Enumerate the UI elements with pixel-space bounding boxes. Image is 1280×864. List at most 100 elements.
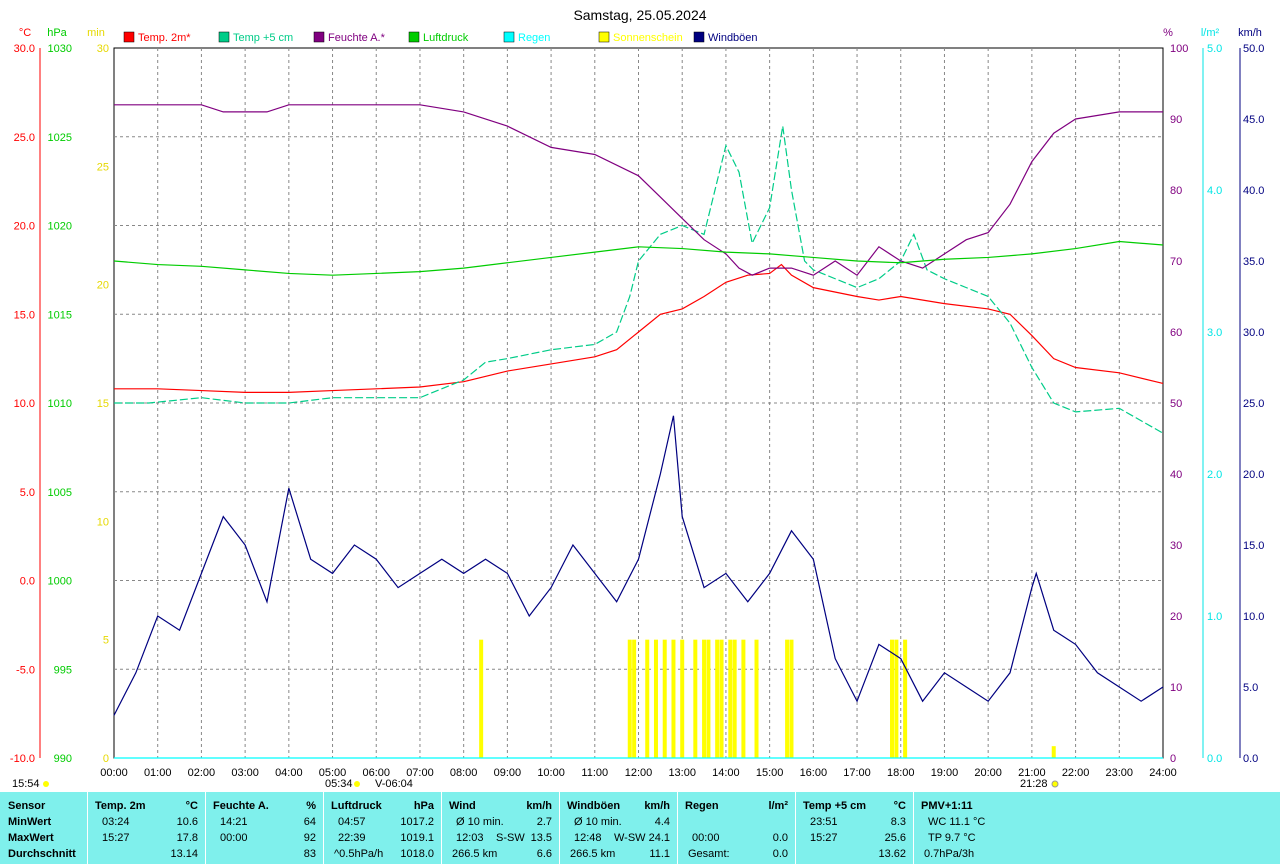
stats-min-value: 10.6 <box>176 816 198 828</box>
sun_min-tick-label: 20 <box>97 280 109 292</box>
sunshine-bar <box>754 639 759 758</box>
stats-row-label: MinWert <box>8 816 52 828</box>
stats-separator <box>87 792 88 864</box>
wind-tick-label: 20.0 <box>1243 469 1264 481</box>
stats-separator <box>795 792 796 864</box>
temp-tick-label: 25.0 <box>14 132 35 144</box>
sunset-label: 21:28 <box>1020 778 1048 790</box>
grid <box>114 48 1163 758</box>
humidity-tick-label: 0 <box>1170 753 1176 765</box>
x-tick-label: 17:00 <box>843 767 871 779</box>
x-tick-label: 19:00 <box>931 767 959 779</box>
pressure-tick-label: 1005 <box>48 487 72 499</box>
wind-tick-label: 10.0 <box>1243 611 1264 623</box>
sunshine-bar <box>732 639 737 758</box>
stats-min-value: 64 <box>303 816 316 828</box>
stats-min-time: WC 11.1 °C <box>928 816 986 828</box>
sunshine-bar <box>662 639 667 758</box>
stats-max-value: 24.1 <box>648 832 670 844</box>
sunshine-bar <box>785 639 790 758</box>
humidity-tick-label: 50 <box>1170 398 1182 410</box>
pressure-tick-label: 1015 <box>48 309 72 321</box>
wind-tick-label: 5.0 <box>1243 682 1258 694</box>
series-line-0 <box>114 263 1164 393</box>
temp-tick-label: -10.0 <box>10 753 35 765</box>
sunshine-bar <box>715 639 720 758</box>
x-tick-label: 23:00 <box>1106 767 1134 779</box>
sunshine-bar <box>702 639 707 758</box>
stats-section-title: Wind <box>449 800 476 812</box>
legend-label: Feuchte A.* <box>328 32 386 44</box>
sunshine-bar <box>693 639 698 758</box>
stats-section-unit: l/m² <box>768 800 788 812</box>
stats-min-value: 8.3 <box>890 816 906 828</box>
sunshine-bar <box>645 639 650 758</box>
stats-min-value: 2.7 <box>536 816 552 828</box>
legend-label: Regen <box>518 32 550 44</box>
stats-separator <box>913 792 914 864</box>
humidity-tick-label: 40 <box>1170 469 1182 481</box>
pressure-tick-label: 1000 <box>48 576 72 588</box>
wind-tick-label: 50.0 <box>1243 43 1264 55</box>
stats-avg-label: Gesamt: <box>688 848 730 860</box>
stats-avg-value: 11.1 <box>649 848 670 860</box>
stats-section-unit: km/h <box>644 800 670 812</box>
rain-tick-label: 0.0 <box>1207 753 1222 765</box>
legend-swatch <box>503 31 515 43</box>
rain-tick-label: 4.0 <box>1207 185 1222 197</box>
stats-section-unit: °C <box>893 800 906 812</box>
stats-avg-value: 1018.0 <box>400 848 434 860</box>
stats-max-time: 12:48 <box>574 832 602 844</box>
legend-swatch <box>693 31 705 43</box>
sunshine-bar <box>680 639 685 758</box>
stats-section-title: Luftdruck <box>331 800 382 812</box>
wind-tick-label: 0.0 <box>1243 753 1258 765</box>
temp-tick-label: 30.0 <box>14 43 35 55</box>
stats-section-title: Temp. 2m <box>95 800 146 812</box>
stats-min-time: 23:51 <box>810 816 838 828</box>
stats-max-dir: W-SW <box>614 832 646 844</box>
stats-min-time: 04:57 <box>338 816 366 828</box>
stats-max-value: 25.6 <box>884 832 906 844</box>
x-tick-label: 10:00 <box>537 767 565 779</box>
temp-tick-label: -5.0 <box>16 664 35 676</box>
x-tick-label: 09:00 <box>494 767 522 779</box>
stats-avg-value: 6.6 <box>536 848 552 860</box>
sunrise-label: 05:34 <box>325 778 353 790</box>
legend-label: Sonnenschein <box>613 32 683 44</box>
stats-avg-value: 83 <box>303 848 316 860</box>
wind-tick-label: 35.0 <box>1243 256 1264 268</box>
legend-swatch <box>218 31 230 43</box>
sunshine-bar <box>728 639 733 758</box>
legend-swatch <box>598 31 610 43</box>
sun_min-tick-label: 10 <box>97 516 109 528</box>
weather-chart: 00:00 01:00 02:00 03:00 04:00 05:00 06:00 07:00… <box>10 7 1265 790</box>
pressure-tick-label: 990 <box>54 753 72 765</box>
stats-section-title: Temp +5 cm <box>803 800 867 812</box>
series-line-4 <box>113 415 1164 716</box>
sunshine-bar <box>671 639 676 758</box>
series-line-2 <box>114 104 1163 277</box>
stats-separator <box>323 792 324 864</box>
stats-max-value: 13.5 <box>530 832 552 844</box>
stats-separator <box>441 792 442 864</box>
rain-tick-label: 5.0 <box>1207 43 1222 55</box>
stats-max-time: 00:00 <box>692 832 720 844</box>
pressure-tick-label: 1025 <box>48 132 72 144</box>
sunshine-bar <box>479 639 484 758</box>
sun_min-tick-label: 30 <box>97 43 109 55</box>
sunshine-bar <box>890 639 895 758</box>
stats-max-time: TP 9.7 °C <box>928 832 976 844</box>
stats-max-value: 0.0 <box>772 832 788 844</box>
humidity-tick-label: 10 <box>1170 682 1182 694</box>
sunshine-bar <box>627 639 632 758</box>
stats-section-title: Regen <box>685 800 719 812</box>
x-tick-label: 00:00 <box>100 767 128 779</box>
sunshine-bar <box>741 639 746 758</box>
stats-row-label: Sensor <box>8 800 46 812</box>
wind-tick-label: 25.0 <box>1243 398 1264 410</box>
x-tick-label: 05:00 <box>319 767 347 779</box>
stats-row-label: MaxWert <box>8 832 54 844</box>
sun_min-tick-label: 15 <box>97 398 109 410</box>
x-tick-label: 21:00 <box>1018 767 1046 779</box>
